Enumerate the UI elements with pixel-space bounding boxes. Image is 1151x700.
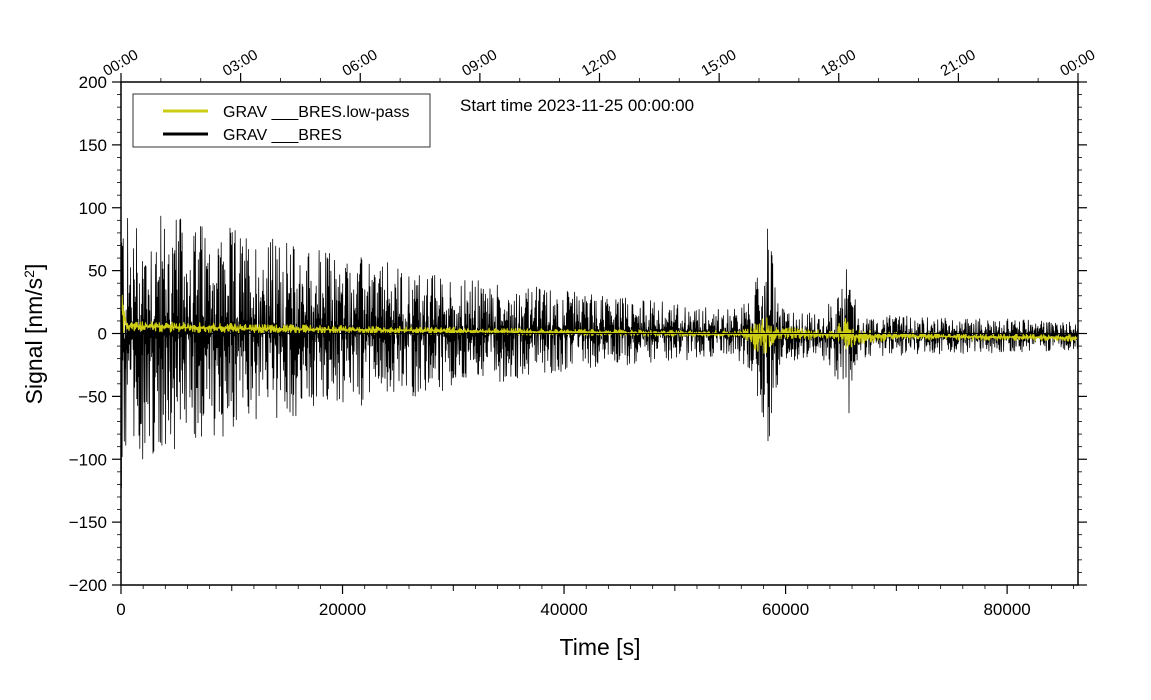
series-layer: [120, 215, 1079, 488]
y-axis-label-close: ]: [21, 264, 47, 270]
legend-label-raw: GRAV ___BRES: [223, 127, 342, 144]
y-tick-label: 200: [79, 73, 107, 92]
y-tick-label: −100: [69, 450, 107, 469]
legend-label-lowpass: GRAV ___BRES.low-pass: [223, 104, 409, 121]
x-axis-label: Time [s]: [560, 634, 641, 660]
y-tick-label: 150: [79, 136, 107, 155]
y-tick-label: −50: [78, 387, 107, 406]
x-tick-label: 60000: [762, 600, 809, 619]
series-lowpass-line: [120, 294, 1079, 354]
legend: GRAV ___BRES.low-pass GRAV ___BRES: [132, 93, 431, 148]
series-raw-line: [120, 215, 1079, 488]
y-tick-label: −200: [69, 576, 107, 595]
y-tick-label: −150: [69, 513, 107, 532]
y-axis-label-superscript: 2: [21, 270, 37, 278]
x-tick-label: 80000: [983, 600, 1030, 619]
legend-box: [132, 93, 431, 148]
plot-frame: [120, 81, 1079, 586]
y-tick-label: 0: [98, 325, 107, 344]
y-tick-label: 100: [79, 199, 107, 218]
y-axis-label: Signal [nm/s2]: [21, 264, 47, 405]
start-time-annotation: Start time 2023-11-25 00:00:00: [460, 96, 694, 115]
y-axis-label-main: Signal [nm/s: [21, 278, 47, 405]
x-tick-label: 40000: [540, 600, 587, 619]
x-tick-label: 0: [116, 600, 125, 619]
x-tick-label: 20000: [319, 600, 366, 619]
y-tick-label: 50: [88, 262, 107, 281]
